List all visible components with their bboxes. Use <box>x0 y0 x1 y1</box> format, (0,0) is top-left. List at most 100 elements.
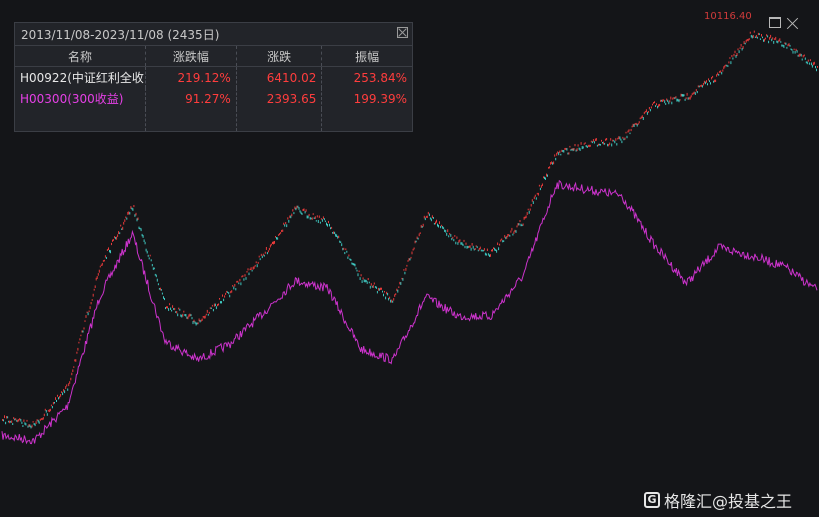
h00922-candle-mark <box>191 317 193 320</box>
h00922-candle-mark <box>406 264 408 267</box>
h00922-candle-mark <box>747 38 749 42</box>
h00922-candle-mark <box>478 248 480 251</box>
h00922-candle-mark <box>775 36 777 40</box>
h00922-candle-mark <box>691 93 693 96</box>
h00922-candle-mark <box>628 129 630 132</box>
col-name-header: 名称 <box>15 46 146 67</box>
h00922-candle-mark <box>281 229 283 232</box>
h00922-candle-mark <box>4 415 5 419</box>
table-row[interactable]: H00922(中证红利全收 219.12% 6410.02 253.84% <box>15 66 412 88</box>
h00922-candle-mark <box>612 139 614 142</box>
col-chg-header: 涨跌 <box>236 46 323 67</box>
h00922-candle-mark <box>315 220 317 222</box>
h00922-candle-mark <box>452 236 454 239</box>
h00922-candle-mark <box>238 282 240 285</box>
col-amp-header: 振幅 <box>321 46 412 67</box>
h00922-candle-mark <box>142 235 144 238</box>
h00922-candle-mark <box>81 330 83 333</box>
h00922-candle-mark <box>726 64 728 67</box>
h00922-candle-mark <box>748 38 750 41</box>
h00922-candle-mark <box>437 223 438 227</box>
h00922-candle-mark <box>174 307 176 311</box>
h00922-candle-mark <box>621 140 623 144</box>
h00922-candle-mark <box>233 286 235 290</box>
watermark-text: 格隆汇@投基之王 <box>664 492 793 511</box>
h00922-candle-mark <box>665 103 667 105</box>
h00922-candle-mark <box>519 220 521 223</box>
row-chg: 2393.65 <box>236 88 323 109</box>
h00922-candle-mark <box>203 316 205 319</box>
h00922-candle-mark <box>608 143 610 147</box>
h00922-candle-mark <box>624 137 626 140</box>
h00922-candle-mark <box>45 410 47 413</box>
h00922-candle-mark <box>104 255 106 258</box>
h00922-candle-mark <box>87 312 89 316</box>
h00922-candle-mark <box>717 72 719 76</box>
panel-close-icon[interactable] <box>397 27 408 38</box>
h00922-candle-mark <box>525 215 527 219</box>
table-row[interactable]: H00300(300收益) 91.27% 2393.65 199.39% <box>15 88 412 109</box>
h00922-candle-mark <box>779 38 781 42</box>
h00922-candle-mark <box>540 185 542 188</box>
h00922-candle-mark <box>103 259 105 262</box>
h00922-candle-mark <box>265 247 267 250</box>
h00922-candle-mark <box>407 260 409 262</box>
h00922-candle-mark <box>353 263 355 266</box>
h00922-candle-mark <box>143 239 145 242</box>
close-icon[interactable] <box>786 17 799 30</box>
h00922-candle-mark <box>550 162 552 165</box>
h00922-candle-mark <box>183 310 185 313</box>
h00922-candle-mark <box>768 40 770 44</box>
h00922-candle-mark <box>415 240 417 243</box>
h00922-candle-mark <box>12 423 14 425</box>
h00922-candle-mark <box>262 253 264 256</box>
h00922-candle-mark <box>594 138 596 142</box>
h00922-candle-mark <box>544 176 545 180</box>
h00922-candle-mark <box>562 150 564 153</box>
h00922-candle-mark <box>672 97 674 100</box>
h00922-candle-mark <box>522 223 524 226</box>
h00922-candle-mark <box>212 309 214 312</box>
h00922-candle-mark <box>755 35 757 38</box>
h00922-candle-mark <box>527 208 529 211</box>
h00922-candle-mark <box>786 46 788 49</box>
h00922-candle-mark <box>326 222 327 226</box>
h00922-candle-mark <box>444 229 446 232</box>
table-header-row: 名称 涨跌幅 涨跌 振幅 <box>15 46 412 67</box>
h00922-candle-mark <box>815 66 816 69</box>
h00922-candle-mark <box>111 242 112 246</box>
h00922-candle-mark <box>448 235 450 238</box>
h00922-candle-mark <box>240 282 242 286</box>
h00922-candle-mark <box>556 152 558 156</box>
h00922-candle-mark <box>716 74 718 77</box>
panel-header: 2013/11/08-2023/11/08 (2435日) <box>15 23 412 46</box>
h00922-candle-mark <box>221 301 222 304</box>
h00922-candle-mark <box>32 421 34 423</box>
h00922-candle-mark <box>101 262 103 266</box>
h00922-candle-mark <box>719 70 721 73</box>
h00922-candle-mark <box>778 39 780 42</box>
h00922-candle-mark <box>425 215 427 218</box>
h00922-candle-mark <box>419 232 421 234</box>
h00922-candle-mark <box>106 249 108 251</box>
h00922-candle-mark <box>586 145 588 148</box>
h00922-candle-mark <box>677 98 679 102</box>
h00922-candle-mark <box>708 78 709 81</box>
h00922-candle-mark <box>131 207 133 210</box>
h00922-candle-mark <box>495 249 497 251</box>
h00922-candle-mark <box>310 217 312 220</box>
h00922-candle-mark <box>523 216 525 220</box>
h00922-candle-mark <box>516 225 518 228</box>
h00922-candle-mark <box>469 245 471 248</box>
h00922-candle-mark <box>412 248 414 251</box>
restore-icon[interactable] <box>769 17 781 28</box>
h00922-candle-mark <box>340 241 342 243</box>
h00922-candle-mark <box>289 215 291 218</box>
h00922-candle-mark <box>166 306 167 309</box>
h00922-candle-mark <box>607 143 609 147</box>
h00922-candle-mark <box>603 141 605 145</box>
h00922-candle-mark <box>228 292 230 295</box>
h00922-candle-mark <box>31 424 33 428</box>
h00922-candle-mark <box>154 273 156 276</box>
